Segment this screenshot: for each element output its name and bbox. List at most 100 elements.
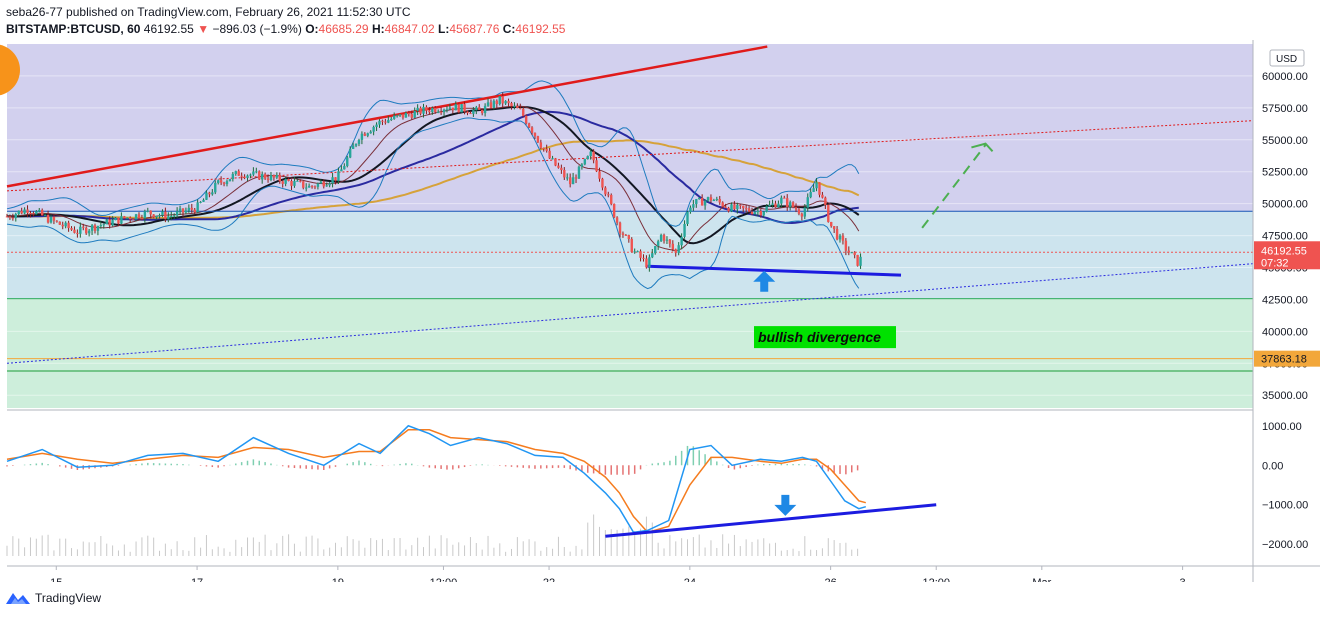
candle-body <box>395 115 399 117</box>
candle-body <box>93 225 97 231</box>
price-tick-label: 47500.00 <box>1262 231 1308 243</box>
candle-body <box>586 156 589 160</box>
candle-body <box>580 164 584 167</box>
price-change: −896.03 (−1.9%) <box>212 22 302 36</box>
candle <box>604 186 607 197</box>
candle-body <box>457 104 460 113</box>
close-value: 46192.55 <box>515 22 566 36</box>
candle <box>610 193 613 206</box>
candle <box>856 254 859 267</box>
candle <box>522 106 525 118</box>
candle-body <box>519 108 522 110</box>
candle-body <box>677 245 680 253</box>
candle-body <box>486 102 490 106</box>
bollinger-basis <box>6 105 860 252</box>
candle <box>428 107 431 115</box>
candle <box>38 207 41 213</box>
candle-body <box>40 209 44 216</box>
candle <box>739 204 742 209</box>
macd-signal-line <box>6 429 866 534</box>
candle-body <box>841 235 845 241</box>
candle-body <box>583 159 587 165</box>
candle <box>331 172 334 188</box>
symbol-name[interactable]: BITSTAMP:BTCUSD, 60 <box>6 22 141 36</box>
candle-body <box>29 212 32 214</box>
candle <box>709 194 713 203</box>
macd-tick-label: 0.00 <box>1262 460 1283 472</box>
candle <box>554 157 557 167</box>
candle <box>580 163 584 170</box>
candle-body <box>193 209 196 213</box>
candle-body <box>167 216 170 220</box>
candle <box>284 176 287 187</box>
candle-body <box>651 253 654 258</box>
candle-body <box>348 148 352 158</box>
candle-body <box>504 101 507 104</box>
support-trendline-dotted <box>6 263 1254 364</box>
candle <box>844 238 848 256</box>
candle <box>724 203 727 209</box>
candle-body <box>401 114 405 118</box>
candle <box>633 248 636 254</box>
candle-body <box>436 111 440 113</box>
candle <box>762 210 765 218</box>
candle-body <box>692 204 695 208</box>
candle-body <box>659 234 663 242</box>
candle <box>222 181 226 187</box>
candle <box>214 180 217 195</box>
candle <box>639 249 642 262</box>
candle-body <box>55 220 59 222</box>
candle <box>108 216 111 229</box>
candle <box>818 182 821 198</box>
candle-body <box>137 214 141 219</box>
candle <box>624 233 628 236</box>
candle-body <box>715 198 719 201</box>
divergence-label: bullish divergence <box>758 329 881 345</box>
candle <box>181 208 185 217</box>
chart-canvas[interactable]: bullish divergenceUSD35000.0037500.00400… <box>0 40 1330 582</box>
candle-body <box>624 234 628 236</box>
candle-body <box>343 166 346 170</box>
candle-body <box>777 203 780 208</box>
candle <box>401 114 405 120</box>
candle-body <box>316 183 320 187</box>
candle <box>645 255 648 269</box>
candle <box>299 179 302 183</box>
candle-body <box>214 182 217 193</box>
candle <box>768 200 771 207</box>
candle <box>363 132 367 137</box>
candle <box>170 211 173 221</box>
candle <box>23 207 26 215</box>
candle-body <box>780 197 783 204</box>
candle <box>392 112 396 120</box>
candle-body <box>706 197 710 201</box>
candle <box>759 209 763 218</box>
candle-body <box>522 108 525 116</box>
candle <box>788 200 792 211</box>
candle <box>8 214 12 220</box>
candle-body <box>703 200 707 206</box>
high-value: 46847.02 <box>384 22 435 36</box>
candle <box>489 99 493 110</box>
low-label: L: <box>438 22 450 36</box>
candle <box>140 214 144 221</box>
footer-brand[interactable]: TradingView <box>6 591 101 605</box>
candle <box>730 202 733 213</box>
candle <box>20 207 23 215</box>
candle-body <box>126 217 129 219</box>
candle-body <box>398 114 402 116</box>
candle-body <box>492 100 496 108</box>
time-tick-label: 22 <box>543 577 555 582</box>
candle-body <box>134 214 138 220</box>
candle <box>269 171 273 182</box>
candle <box>369 130 372 134</box>
candle <box>319 179 323 184</box>
candle <box>469 110 472 115</box>
candle-body <box>331 177 334 184</box>
candle <box>472 107 475 117</box>
candle <box>680 233 683 250</box>
candle-body <box>263 174 267 179</box>
candle-body <box>689 207 692 212</box>
candle <box>586 155 589 160</box>
candle-body <box>108 219 111 226</box>
